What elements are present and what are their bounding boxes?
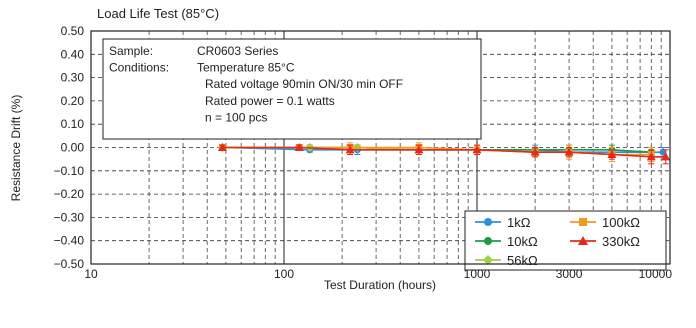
y-tick-label: −0.20 xyxy=(54,187,85,201)
info-value: Rated power = 0.1 watts xyxy=(205,94,335,108)
data-point xyxy=(483,255,493,265)
data-point xyxy=(564,147,574,156)
y-tick-label: 0.40 xyxy=(61,47,85,61)
legend-label: 100kΩ xyxy=(602,215,640,230)
data-point xyxy=(484,237,492,245)
info-label: Conditions: xyxy=(109,61,169,75)
data-point xyxy=(578,236,588,245)
info-value: CR0603 Series xyxy=(197,44,278,58)
data-point xyxy=(579,218,587,226)
series-330kΩ xyxy=(217,143,671,165)
legend-label: 330kΩ xyxy=(602,234,640,249)
data-point xyxy=(472,145,482,154)
info-label: Sample: xyxy=(109,44,153,58)
legend-items: 1kΩ 10kΩ 56kΩ 100kΩ 330kΩ xyxy=(475,215,640,268)
legend-label: 56kΩ xyxy=(507,253,538,268)
info-value: n = 100 pcs xyxy=(205,110,267,124)
y-tick-label: 0.30 xyxy=(61,71,85,85)
data-point xyxy=(414,145,424,154)
y-tick-label: 0.50 xyxy=(61,24,85,38)
data-point xyxy=(646,152,656,161)
info-value: Temperature 85°C xyxy=(197,61,295,75)
x-tick-label: 10 xyxy=(84,267,98,281)
y-tick-label: −0.50 xyxy=(54,257,85,271)
y-tick-label: 0.00 xyxy=(61,141,85,155)
data-point xyxy=(607,149,617,158)
y-tick-label: −0.40 xyxy=(54,234,85,248)
y-axis-ticks: 0.50 0.40 0.30 0.20 0.10 0.00 −0.10 −0.20 −0.30 −… xyxy=(54,24,85,271)
data-point xyxy=(217,143,227,151)
data-point xyxy=(659,148,667,156)
legend-label: 10kΩ xyxy=(507,234,538,249)
data-point xyxy=(345,145,355,154)
y-tick-label: 0.20 xyxy=(61,94,85,108)
info-box-lines: Sample: CR0603 Series Conditions: Temperatu… xyxy=(109,44,403,124)
y-tick-label: −0.30 xyxy=(54,210,85,224)
x-tick-label: 100 xyxy=(274,267,294,281)
y-tick-label: 0.10 xyxy=(61,117,85,131)
chart-title: Load Life Test (85°C) xyxy=(97,6,219,21)
y-tick-label: −0.10 xyxy=(54,164,85,178)
y-axis-label: Resistance Drift (%) xyxy=(9,95,23,202)
data-point xyxy=(484,218,492,226)
info-box-frame xyxy=(102,38,482,140)
data-point xyxy=(530,147,540,156)
legend-label: 1kΩ xyxy=(507,215,531,230)
x-axis-label: Test Duration (hours) xyxy=(324,278,436,292)
legend: 1kΩ 10kΩ 56kΩ 100kΩ 330kΩ xyxy=(464,210,667,271)
info-box: Sample: CR0603 Series Conditions: Temperatu… xyxy=(102,38,482,140)
plot-border xyxy=(90,30,671,265)
data-point xyxy=(294,143,304,151)
series-layer xyxy=(217,142,671,165)
series-line xyxy=(222,146,666,158)
info-value: Rated voltage 90min ON/30 min OFF xyxy=(205,77,403,91)
data-point xyxy=(661,152,671,161)
